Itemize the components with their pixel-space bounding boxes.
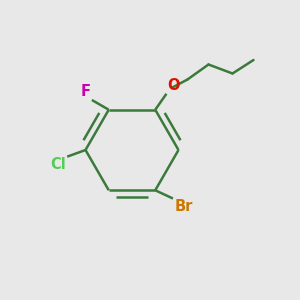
Text: O: O bbox=[168, 78, 180, 93]
Text: Cl: Cl bbox=[50, 157, 66, 172]
Text: F: F bbox=[81, 84, 91, 99]
Text: Br: Br bbox=[174, 199, 193, 214]
